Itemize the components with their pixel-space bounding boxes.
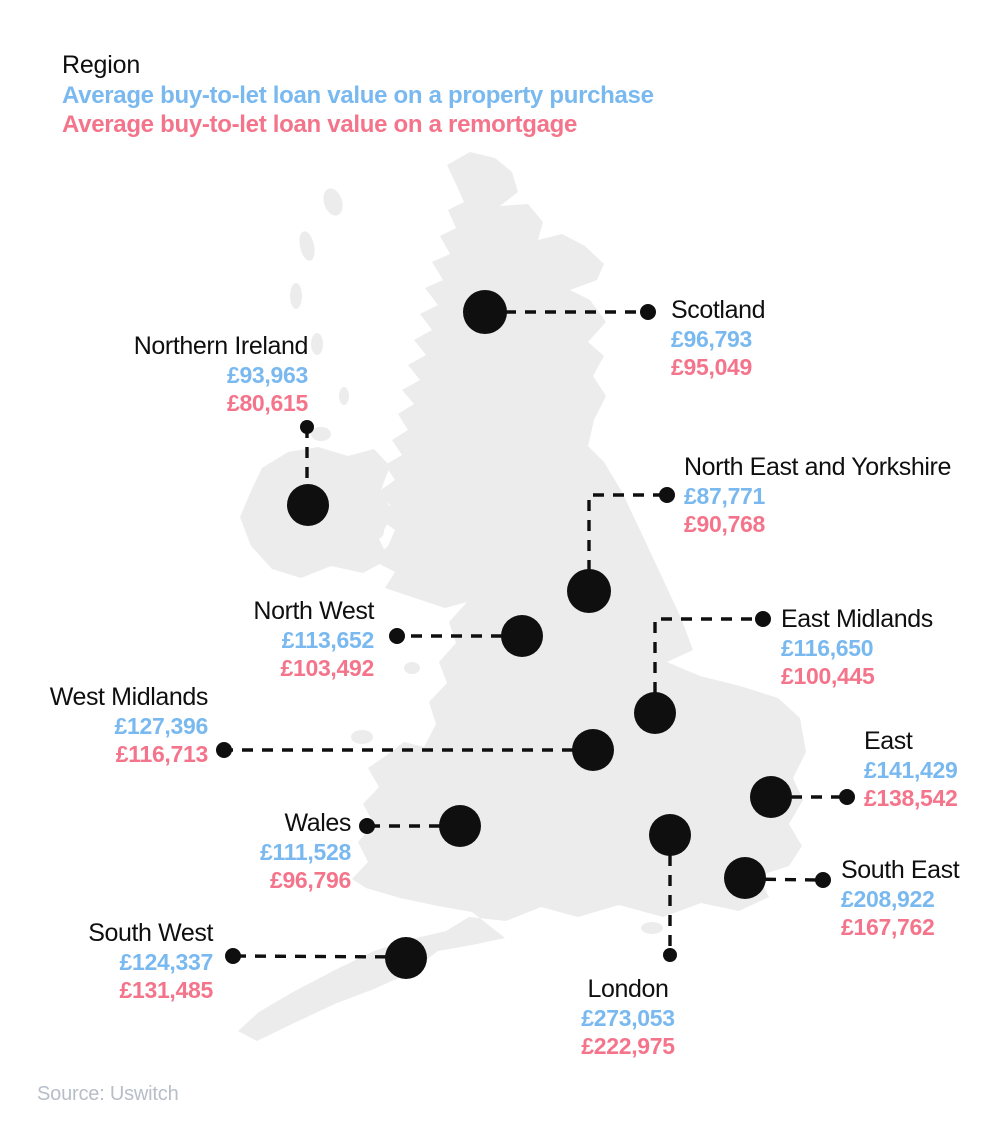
purchase-value: £96,793 <box>671 326 753 352</box>
purchase-value: £116,650 <box>781 635 874 661</box>
anchor-scotland <box>640 304 656 320</box>
remortgage-value: £95,049 <box>671 354 753 380</box>
anchor-north-west <box>389 628 405 644</box>
connector-south-west <box>232 954 407 959</box>
header: Region Average buy-to-let loan value on … <box>62 50 654 139</box>
marker-scotland <box>463 290 507 334</box>
remortgage-value: £222,975 <box>581 1033 675 1059</box>
remortgage-value: £80,615 <box>226 390 308 416</box>
region-label-northern-ireland: Northern Ireland £93,963 £80,615 <box>133 331 309 417</box>
region-label-wales: Wales £111,528 £96,796 <box>260 808 351 894</box>
purchase-value: £124,337 <box>119 949 213 975</box>
purchase-value: £111,528 <box>260 839 351 865</box>
anchor-south-west <box>225 948 241 964</box>
region-label-west-midlands: West Midlands £127,396 £116,713 <box>49 682 209 768</box>
region-name: South West <box>88 919 213 947</box>
region-label-north-east-and-yorkshire: North East and Yorkshire £87,771 £90,768 <box>684 452 951 538</box>
marker-wales <box>439 805 481 847</box>
marker-ne-yorkshire <box>567 569 611 613</box>
region-label-south-west: South West £124,337 £131,485 <box>88 918 213 1004</box>
region-marker-dots <box>287 290 792 979</box>
purchase-value: £93,963 <box>226 362 308 388</box>
remortgage-value: £96,796 <box>269 867 351 893</box>
connector-east-midlands <box>653 617 763 713</box>
remortgage-value: £100,445 <box>781 663 875 689</box>
region-name: South East <box>841 856 960 884</box>
anchor-london <box>663 948 677 962</box>
region-label-north-west: North West £113,652 £103,492 <box>253 596 374 682</box>
marker-north-west <box>501 615 543 657</box>
region-name: East Midlands <box>781 605 933 633</box>
region-label-east-midlands: East Midlands £116,650 £100,445 <box>781 604 933 690</box>
purchase-value: £208,922 <box>841 886 935 912</box>
region-name: Wales <box>284 809 351 837</box>
remortgage-value: £103,492 <box>280 655 374 681</box>
remortgage-value: £138,542 <box>864 785 958 811</box>
marker-east <box>750 776 792 818</box>
connector-ne-yorkshire <box>587 493 667 591</box>
remortgage-value: £131,485 <box>119 977 213 1003</box>
source-credit: Source: Uswitch <box>37 1083 179 1105</box>
remortgage-value: £167,762 <box>841 914 935 940</box>
region-name: Scotland <box>671 296 766 324</box>
marker-south-west <box>385 937 427 979</box>
page-title: Region <box>62 51 141 79</box>
purchase-value: £87,771 <box>684 483 766 509</box>
region-label-south-east: South East £208,922 £167,762 <box>841 855 960 941</box>
anchor-east <box>839 789 855 805</box>
anchor-wales <box>359 818 375 834</box>
label-anchor-dots <box>216 304 855 964</box>
region-label-scotland: Scotland £96,793 £95,049 <box>671 295 765 381</box>
region-name: West Midlands <box>49 683 209 711</box>
region-name: North East and Yorkshire <box>684 453 951 481</box>
anchor-n-ireland <box>300 420 314 434</box>
legend-purchase: Average buy-to-let loan value on a prope… <box>62 82 654 109</box>
anchor-south-east <box>815 872 831 888</box>
legend-remortgage: Average buy-to-let loan value on a remor… <box>62 111 578 138</box>
purchase-value: £141,429 <box>864 757 958 783</box>
region-name: Northern Ireland <box>133 332 309 360</box>
region-label-east: East £141,429 £138,542 <box>864 726 958 812</box>
marker-south-east <box>724 857 766 899</box>
marker-n-ireland <box>287 484 329 526</box>
remortgage-value: £90,768 <box>684 511 766 537</box>
purchase-value: £273,053 <box>581 1005 675 1031</box>
islands <box>290 188 663 934</box>
region-name: North West <box>253 597 374 625</box>
connector-south-east <box>744 877 824 882</box>
purchase-value: £113,652 <box>281 627 375 653</box>
anchor-ne-yorkshire <box>659 487 675 503</box>
purchase-value: £127,396 <box>114 713 208 739</box>
anchor-east-midlands <box>755 611 771 627</box>
region-label-london: London £273,053 £222,975 <box>581 974 675 1060</box>
region-name: East <box>864 727 913 755</box>
marker-east-midlands <box>634 692 676 734</box>
marker-london <box>649 814 691 856</box>
anchor-west-midlands <box>216 742 232 758</box>
remortgage-value: £116,713 <box>115 741 209 767</box>
region-name: London <box>587 975 669 1003</box>
marker-west-midlands <box>572 729 614 771</box>
